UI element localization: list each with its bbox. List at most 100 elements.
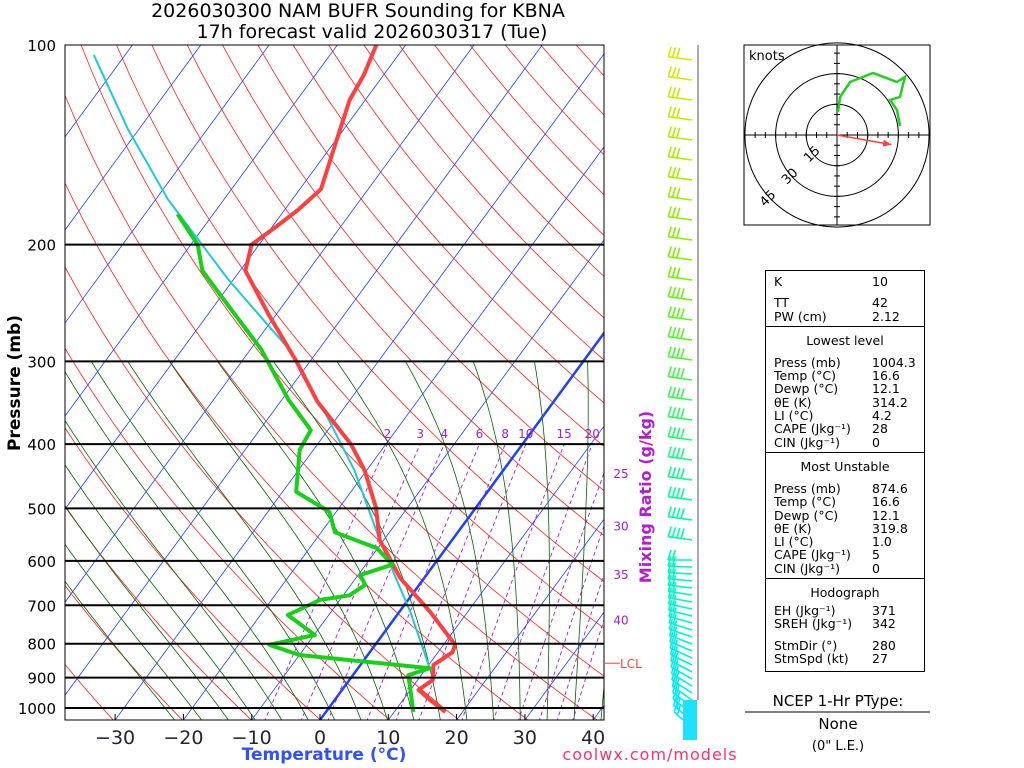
- isotherm: [65, 45, 202, 231]
- y-axis-label: Pressure (mb): [5, 315, 25, 451]
- wind-barb: [667, 426, 693, 441]
- isotherm: [114, 53, 604, 720]
- barb-feather: [671, 227, 677, 238]
- x-axis-label: Temperature (°C): [242, 745, 407, 765]
- barb-feather: [672, 682, 677, 693]
- barb-staff: [668, 590, 693, 596]
- wind-barbs: [667, 45, 699, 740]
- stat-value: 874.6: [872, 480, 908, 496]
- stat-value: 314.2: [872, 394, 908, 410]
- x-tick-label: −30: [95, 727, 135, 749]
- stat-label: EH (Jkg⁻¹): [774, 603, 836, 619]
- barb-staff: [668, 195, 693, 201]
- barb-feather: [673, 646, 679, 657]
- mixing-ratio-line: [327, 444, 445, 720]
- mixing-ratio-label: 25: [613, 467, 628, 481]
- barb-feather: [667, 466, 672, 477]
- barb-feather: [680, 308, 685, 319]
- x-tick-label: 40: [581, 727, 605, 749]
- barb-feather: [667, 574, 672, 586]
- barb-cluster: [683, 700, 697, 740]
- dry-adiabat: [328, 45, 604, 361]
- barb-feather: [671, 407, 677, 418]
- stat-value: 16.6: [872, 494, 900, 510]
- barb-feather: [669, 644, 675, 655]
- barb-feather: [680, 328, 685, 339]
- barb-feather: [670, 650, 675, 661]
- wind-barb: [667, 446, 693, 461]
- barb-feather: [680, 368, 685, 379]
- barb-feather: [671, 568, 677, 580]
- barb-feather: [667, 246, 672, 257]
- moist-adiabat: [65, 419, 283, 720]
- barb-feather: [671, 387, 677, 398]
- moist-adiabat: [534, 361, 550, 720]
- barb-feather: [671, 307, 677, 318]
- mixing-ratio-label: 15: [557, 427, 572, 441]
- barb-feather: [670, 663, 676, 674]
- barb-feather: [676, 167, 681, 179]
- stat-value: 12.1: [872, 507, 900, 523]
- dry-adiabat: [186, 45, 604, 537]
- barb-feather: [676, 367, 681, 379]
- spacer: [774, 288, 924, 296]
- dry-adiabat: [222, 45, 604, 492]
- stat-value: 1.0: [872, 534, 892, 550]
- barb-feather: [672, 695, 678, 706]
- x-tick-label: 30: [513, 727, 537, 749]
- dry-adiabat: [257, 45, 604, 447]
- wind-barb: [667, 386, 693, 401]
- y-tick-label: 900: [27, 670, 56, 688]
- stat-value: 0: [872, 434, 880, 450]
- x-tick-label: 10: [376, 727, 400, 749]
- stat-label: Dewp (°C): [774, 507, 839, 523]
- barb-feather: [667, 346, 672, 357]
- indices-panel: K 10 TT 42 PW (cm) 2.12 Lowest level Press …: [765, 270, 925, 672]
- stat-label: StmDir (°): [774, 637, 838, 653]
- stat-label: Dewp (°C): [774, 381, 839, 397]
- mixing-ratio-label: 30: [613, 519, 628, 533]
- barb-feather: [680, 388, 685, 399]
- mixing-ratio-line: [461, 444, 565, 720]
- barb-feather: [671, 556, 677, 567]
- stat-value: 16.6: [872, 368, 900, 384]
- barb-feather: [667, 186, 672, 197]
- barb-feather: [673, 633, 678, 644]
- barb-staff: [667, 571, 693, 575]
- stat-row: CIN (Jkg⁻¹) 0: [774, 434, 924, 450]
- barb-feather: [676, 107, 681, 119]
- isotherm: [251, 239, 604, 720]
- stat-row: Temp (°C) 16.6: [774, 494, 924, 510]
- wind-barb: [667, 306, 693, 321]
- wind-barb: [667, 286, 693, 301]
- barb-staff: [668, 578, 693, 582]
- barb-feather: [671, 581, 677, 593]
- barb-feather: [673, 652, 679, 663]
- wind-barb: [667, 146, 693, 161]
- hodograph-units: knots: [749, 49, 785, 64]
- barb-staff: [668, 155, 693, 161]
- barb-feather: [671, 247, 677, 258]
- barb-staff: [668, 335, 693, 341]
- hodograph-section: Hodograph EH (Jkg⁻¹) 371 SREH (Jkg⁻¹) 342 …: [766, 579, 924, 668]
- mixing-ratio-label: 2: [384, 427, 392, 441]
- moist-adiabat: [573, 361, 589, 720]
- stat-label: CAPE (Jkg⁻¹): [774, 547, 851, 563]
- barb-feather: [671, 549, 677, 561]
- wind-barb: [670, 656, 693, 680]
- barb-staff: [668, 115, 693, 121]
- stat-label: CIN (Jkg⁻¹): [774, 434, 840, 450]
- barb-feather: [676, 67, 681, 79]
- barb-feather: [671, 575, 677, 586]
- stat-label: θE (K): [774, 394, 812, 410]
- barb-staff: [668, 295, 693, 301]
- barb-feather: [667, 166, 672, 177]
- barb-feather: [667, 549, 672, 561]
- moist-adiabat: [169, 361, 388, 720]
- barb-feather: [676, 267, 681, 279]
- moist-adiabat: [65, 580, 176, 720]
- stat-value: 342: [872, 616, 896, 632]
- stat-value: 280: [872, 637, 896, 653]
- storm-motion-arrow: [836, 134, 892, 146]
